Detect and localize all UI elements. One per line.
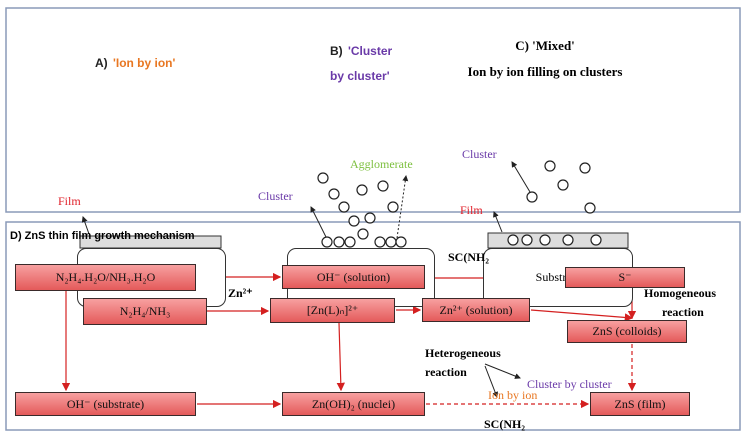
- film-c-label: Film: [460, 203, 483, 217]
- film-a-pointer: [81, 216, 90, 235]
- box-n2h4-nh3: N₂H₄/NH₃: [83, 298, 207, 325]
- cluster-c-pointer: [511, 161, 531, 193]
- panel-c-title: C) 'Mixed': [515, 38, 575, 53]
- mechanism-title: D) ZnS thin film growth mechanism: [10, 230, 195, 242]
- panel-a-title: 'Ion by ion': [113, 56, 176, 70]
- box-zn-complex: [Zn(L)ₙ]²⁺: [270, 298, 395, 323]
- film-a-label: Film: [58, 194, 81, 208]
- box-s-ion: S⁻: [565, 267, 685, 288]
- panel-b-prefix: B): [330, 44, 343, 58]
- clusters-b: [317, 172, 407, 248]
- ion-by-ion-label: Ion by ion: [488, 388, 538, 402]
- sc-label-top: SC(NH₂: [448, 250, 489, 264]
- agglomerate-label: Agglomerate: [350, 157, 413, 171]
- top-panel: [5, 7, 741, 213]
- box-precursor: N₂H₄.H₂O/NH₃.H₂O: [15, 264, 196, 291]
- zn2-label: Zn²⁺: [228, 286, 253, 300]
- box-zn-oh-nuclei: Zn(OH)₂ (nuclei): [282, 392, 425, 416]
- box-zn-solution: Zn²⁺ (solution): [422, 298, 530, 322]
- cluster-c-label: Cluster: [462, 147, 497, 161]
- film-c-pointer: [493, 211, 503, 233]
- cluster-by-cluster-label: Cluster by cluster: [527, 377, 612, 391]
- agglomerate-pointer: [396, 175, 409, 239]
- homogeneous-label: Homogeneous: [644, 286, 716, 300]
- panel-b-title: 'Cluster: [348, 44, 393, 58]
- cluster-b-pointer: [310, 206, 327, 238]
- clusters-c: [507, 160, 602, 246]
- heterogeneous-label: Heterogeneous: [425, 346, 501, 360]
- box-zns-film: ZnS (film): [590, 392, 690, 416]
- homogeneous-label-line2: reaction: [662, 305, 704, 319]
- panel-c-subtitle: Ion by ion filling on clusters: [467, 64, 623, 79]
- sc-label-bottom: SC(NH₂: [484, 417, 525, 431]
- cluster-b-label: Cluster: [258, 189, 293, 203]
- box-oh-solution: OH⁻ (solution): [282, 265, 425, 289]
- heterogeneous-label-line2: reaction: [425, 365, 467, 379]
- panel-b-title-line2: by cluster': [330, 69, 390, 83]
- box-zns-colloids: ZnS (colloids): [567, 320, 687, 343]
- panel-a-prefix: A): [95, 56, 108, 70]
- box-oh-substrate: OH⁻ (substrate): [15, 392, 196, 416]
